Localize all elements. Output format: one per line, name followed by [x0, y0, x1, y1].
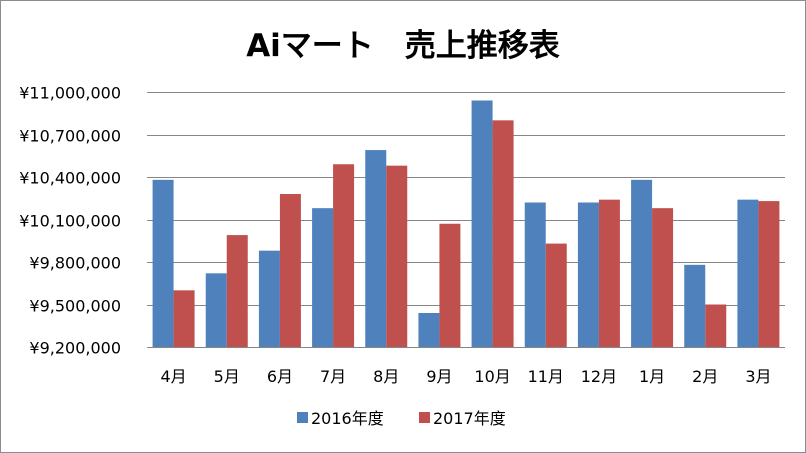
bar-series2 — [598, 199, 620, 347]
y-tick-label: ¥10,700,000 — [19, 127, 121, 146]
x-tick-label: 1月 — [639, 367, 665, 386]
y-tick-label: ¥11,000,000 — [19, 84, 121, 103]
bar-series1 — [631, 179, 653, 347]
x-tick-label: 9月 — [426, 367, 452, 386]
legend: 2016年度 2017年度 — [297, 409, 506, 428]
x-tick-label: 10月 — [474, 367, 510, 386]
bar-series1 — [737, 199, 759, 347]
x-axis-tick-labels: 4月 5月 6月 7月 8月 9月 10月 11月 12月 1月 2月 3月 — [160, 367, 771, 386]
y-axis-tick-labels: ¥9,200,000 ¥9,500,000 ¥9,800,000 ¥10,100,00… — [19, 84, 121, 358]
bar-series2 — [386, 165, 408, 347]
bar-series2 — [545, 243, 567, 347]
x-tick-label: 8月 — [373, 367, 399, 386]
bar-series2 — [279, 194, 301, 347]
gridlines — [147, 92, 785, 306]
bar-series1 — [684, 264, 706, 347]
bar-series1 — [258, 250, 280, 347]
legend-label: 2016年度 — [311, 409, 384, 428]
x-tick-label: 7月 — [320, 367, 346, 386]
bar-series2 — [226, 235, 248, 347]
bar-series1 — [365, 150, 387, 347]
legend-label: 2017年度 — [433, 409, 506, 428]
bar-series1 — [418, 313, 440, 347]
x-tick-label: 3月 — [745, 367, 771, 386]
bar-series1 — [152, 179, 174, 347]
y-tick-label: ¥10,100,000 — [19, 212, 121, 231]
bar-series1 — [312, 208, 334, 347]
bar-series1 — [471, 100, 493, 347]
bar-series1 — [205, 273, 227, 347]
x-tick-label: 4月 — [160, 367, 186, 386]
bar-series2 — [333, 164, 355, 347]
chart-title: Aiマート 売上推移表 — [246, 28, 560, 64]
bar-series2 — [758, 201, 780, 347]
x-tick-label: 5月 — [214, 367, 240, 386]
y-tick-label: ¥9,500,000 — [29, 297, 121, 316]
y-tick-label: ¥9,200,000 — [29, 339, 121, 358]
x-tick-label: 11月 — [528, 367, 564, 386]
x-tick-label: 12月 — [581, 367, 617, 386]
bar-series1 — [524, 202, 546, 347]
bar-series1 — [577, 202, 599, 347]
bars — [152, 100, 780, 347]
bar-series2 — [439, 223, 461, 347]
bar-series2 — [652, 208, 674, 347]
bar-series2 — [705, 304, 727, 347]
bar-series2 — [173, 290, 195, 347]
y-tick-label: ¥10,400,000 — [19, 169, 121, 188]
y-tick-label: ¥9,800,000 — [29, 254, 121, 273]
x-tick-label: 6月 — [267, 367, 293, 386]
x-tick-label: 2月 — [692, 367, 718, 386]
legend-swatch — [419, 412, 430, 423]
bar-series2 — [492, 120, 514, 347]
legend-swatch — [297, 412, 308, 423]
